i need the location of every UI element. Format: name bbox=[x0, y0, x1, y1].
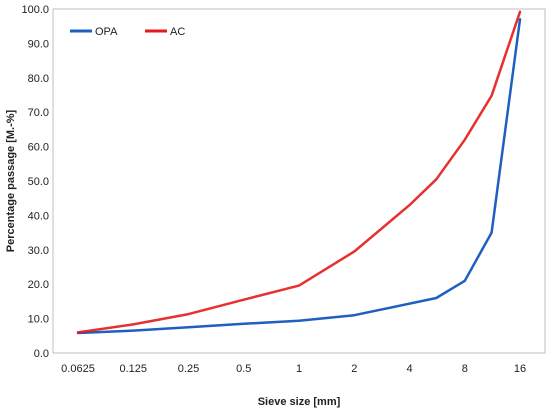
y-tick-label: 100.0 bbox=[21, 4, 49, 16]
y-tick-label: 0.0 bbox=[34, 348, 49, 360]
legend-label-opa: OPA bbox=[95, 26, 118, 38]
y-tick-label: 70.0 bbox=[28, 107, 49, 119]
y-axis-title: Percentage passage [M.-%] bbox=[5, 109, 17, 252]
y-tick-label: 20.0 bbox=[28, 279, 49, 291]
x-tick-labels: 0.0625 0.125 0.25 0.5 1 2 4 8 16 bbox=[61, 363, 526, 375]
y-tick-label: 10.0 bbox=[28, 314, 49, 326]
x-tick-label: 8 bbox=[462, 363, 468, 375]
x-axis-title: Sieve size [mm] bbox=[258, 396, 341, 408]
x-tick-label: 16 bbox=[514, 363, 526, 375]
y-tick-label: 90.0 bbox=[28, 38, 49, 50]
x-tick-label: 1 bbox=[296, 363, 302, 375]
series-line-ac bbox=[76, 10, 522, 334]
y-tick-label: 30.0 bbox=[28, 245, 49, 257]
y-tick-label: 60.0 bbox=[28, 142, 49, 154]
y-tick-label: 80.0 bbox=[28, 73, 49, 85]
series-line-opa bbox=[76, 18, 522, 335]
y-tick-label: 50.0 bbox=[28, 176, 49, 188]
x-tick-label: 4 bbox=[406, 363, 412, 375]
plot-area-frame bbox=[52, 8, 546, 354]
x-tick-label: 2 bbox=[351, 363, 357, 375]
y-tick-labels: 0.0 10.0 20.0 30.0 40.0 50.0 60.0 70.0 80.0 90.0 1… bbox=[21, 4, 49, 360]
y-tick-label: 40.0 bbox=[28, 210, 49, 222]
x-tick-label: 0.125 bbox=[119, 363, 147, 375]
legend-label-ac: AC bbox=[170, 26, 185, 38]
series-layer bbox=[76, 10, 522, 335]
x-tick-label: 0.5 bbox=[236, 363, 251, 375]
x-tick-label: 0.0625 bbox=[61, 363, 95, 375]
legend: OPA AC bbox=[70, 26, 185, 38]
x-tick-label: 0.25 bbox=[178, 363, 199, 375]
